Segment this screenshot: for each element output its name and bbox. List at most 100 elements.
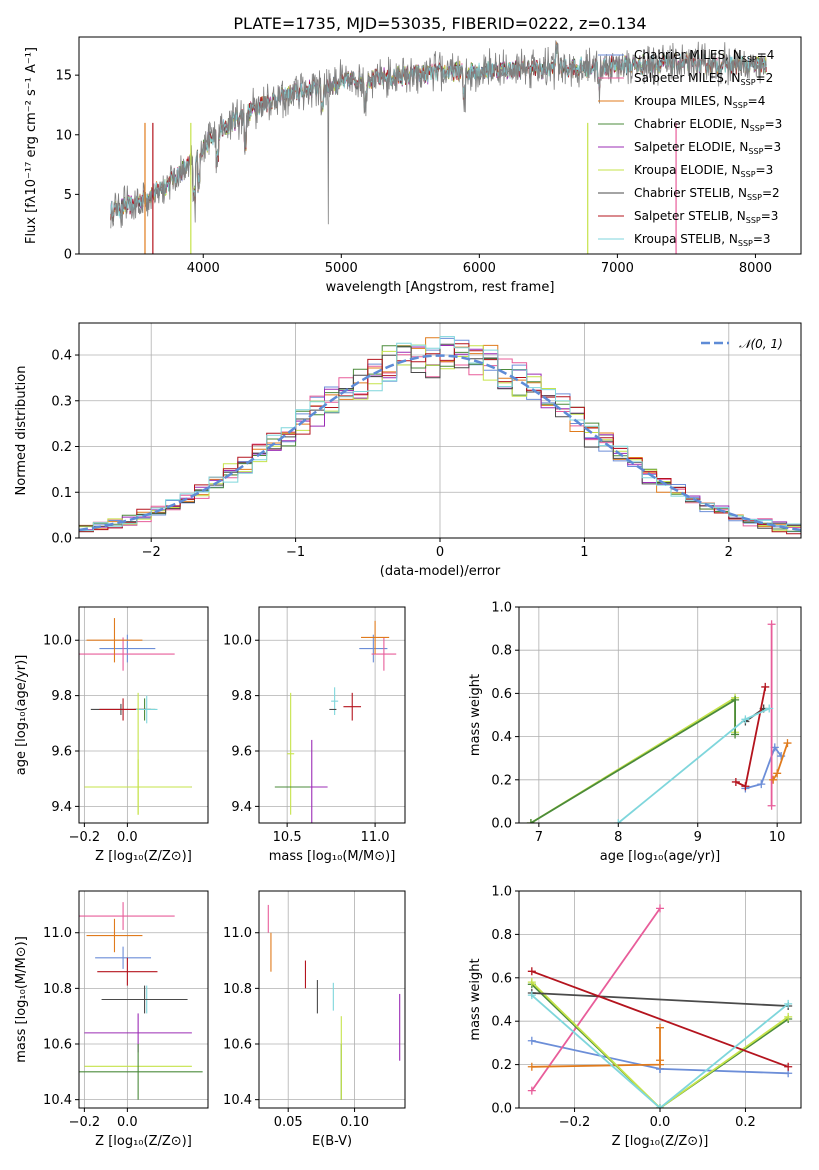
y-tick-label: 10.0 — [223, 634, 252, 649]
axes-frame — [518, 606, 802, 824]
data-point — [767, 801, 776, 810]
data-point — [741, 715, 750, 724]
y-tick-label: 0.4 — [491, 730, 512, 745]
x-tick-label: 0.0 — [117, 1115, 138, 1130]
axes-frame — [78, 890, 209, 1109]
data-point — [784, 999, 793, 1008]
data-point — [527, 1086, 536, 1095]
data-point — [731, 695, 740, 704]
series-line — [745, 745, 782, 790]
x-tick-label: −0.2 — [69, 1115, 101, 1130]
mass-vs-EBV-panel: 0.05 0.10 10.4 10.6 10.8 11.0 E(B-V) — [223, 890, 406, 1149]
legend-entry: Salpeter MILES, NSSP=2 — [634, 71, 773, 87]
plot-area — [526, 620, 792, 823]
x-tick-label: 7000 — [601, 261, 634, 276]
data-point — [741, 782, 750, 791]
series-line — [530, 698, 736, 823]
y-tick-label: 10.4 — [43, 1093, 72, 1108]
y-tick-label: 0.6 — [491, 971, 512, 986]
plot-area — [527, 904, 793, 1108]
data-point — [773, 769, 782, 778]
y-tick-label: 0 — [64, 248, 72, 263]
weight-vs-age-panel: 7 8 9 10 0.0 0.2 0.4 0.6 0.8 1.0 age [log₁₀(age/yr… — [468, 601, 802, 864]
data-point — [656, 1023, 664, 1032]
data-spectrum-line — [110, 40, 767, 229]
y-tick-label: 10 — [55, 128, 72, 143]
x-axis-label: (data-model)/error — [380, 564, 501, 579]
data-point — [527, 991, 536, 1000]
x-tick-label: −2 — [142, 545, 161, 560]
x-tick-label: 6000 — [463, 261, 496, 276]
histogram-steps — [79, 336, 801, 532]
legend-entry: Kroupa STELIB, NSSP=3 — [634, 232, 771, 248]
y-tick-label: 10.6 — [43, 1038, 72, 1053]
x-tick-label: 0 — [436, 545, 444, 560]
legend-entry: Salpeter ELODIE, NSSP=3 — [634, 140, 781, 156]
y-axis-label: age [log₁₀(age/yr)] — [14, 655, 29, 776]
x-tick-label: 10 — [769, 830, 786, 845]
y-axis-label: Normed distribution — [14, 366, 29, 496]
x-tick-label: 0.0 — [117, 830, 138, 845]
series-line — [531, 994, 789, 1108]
residuals-panel: −2 −1 0 1 2 0.0 0.1 0.2 0.3 0.4 (data-model)/error… — [14, 322, 802, 579]
x-tick-label: 7 — [535, 830, 543, 845]
y-tick-label: 11.0 — [43, 926, 72, 941]
y-tick-label: 9.8 — [231, 689, 252, 704]
y-tick-label: 0.8 — [491, 644, 512, 659]
y-tick-label: 0.4 — [491, 1015, 512, 1030]
series-line — [531, 1027, 661, 1068]
data-point — [656, 1056, 664, 1065]
plot-area — [79, 336, 801, 537]
y-tick-label: 15 — [55, 69, 72, 84]
y-axis-label: Flux [fλ10⁻¹⁷ erg cm⁻² s⁻¹ A⁻¹] — [24, 47, 39, 244]
x-tick-label: 0.05 — [274, 1115, 303, 1130]
data-point — [527, 1036, 536, 1045]
age-vs-Z-panel: −0.2 0.0 9.4 9.6 9.8 10.0 Z [log₁₀(Z/Z⊙)] age [… — [14, 606, 209, 864]
series-line — [531, 983, 789, 1108]
legend-entry: 𝒩(0, 1) — [739, 337, 783, 351]
y-tick-label: 10.6 — [223, 1038, 252, 1053]
x-tick-label: 1 — [580, 545, 588, 560]
x-tick-label: 0.2 — [735, 1115, 756, 1130]
y-tick-label: 10.8 — [43, 982, 72, 997]
data-point — [784, 1062, 793, 1071]
y-tick-label: 9.8 — [51, 689, 72, 704]
x-tick-label: 8 — [614, 830, 622, 845]
series-line — [531, 992, 789, 1007]
data-point — [757, 780, 766, 789]
y-tick-label: 0.0 — [491, 817, 512, 832]
y-tick-label: 5 — [64, 188, 72, 203]
y-tick-label: 0.1 — [51, 486, 72, 501]
plot-area — [267, 904, 401, 1100]
data-point — [656, 1104, 664, 1108]
x-tick-label: 2 — [725, 545, 733, 560]
series-line — [531, 907, 661, 1092]
x-tick-label: 0.0 — [650, 1115, 671, 1130]
x-axis-label: Z [log₁₀(Z/Z⊙)] — [95, 1134, 192, 1149]
legend-entry: Chabrier STELIB, NSSP=2 — [634, 186, 780, 202]
x-tick-label: 8000 — [739, 261, 772, 276]
data-point — [783, 739, 792, 748]
x-tick-label: 0.10 — [340, 1115, 369, 1130]
legend-entry: Chabrier ELODIE, NSSP=3 — [634, 117, 782, 133]
y-tick-label: 10.8 — [223, 982, 252, 997]
plot-area — [274, 620, 397, 823]
x-tick-label: −0.2 — [559, 1115, 591, 1130]
mass-vs-Z-panel: −0.2 0.0 10.4 10.6 10.8 11.0 Z [log₁₀(Z/Z⊙)] ma… — [14, 890, 209, 1149]
y-tick-label: 1.0 — [491, 885, 512, 900]
data-point — [656, 904, 664, 913]
legend-entry: Chabrier MILES, NSSP=4 — [634, 48, 774, 64]
y-tick-label: 0.0 — [51, 532, 72, 547]
y-tick-label: 9.6 — [51, 745, 72, 760]
data-point — [769, 775, 778, 784]
gaussian-curve — [79, 354, 801, 532]
data-point — [526, 819, 535, 823]
y-tick-label: 0.8 — [491, 928, 512, 943]
plot-area — [79, 902, 203, 1100]
series-line — [531, 970, 789, 1068]
y-tick-label: 0.0 — [491, 1102, 512, 1117]
plot-area — [79, 618, 192, 815]
y-tick-label: 9.4 — [51, 800, 72, 815]
axes-frame — [78, 606, 209, 824]
axes-frame — [258, 606, 406, 824]
